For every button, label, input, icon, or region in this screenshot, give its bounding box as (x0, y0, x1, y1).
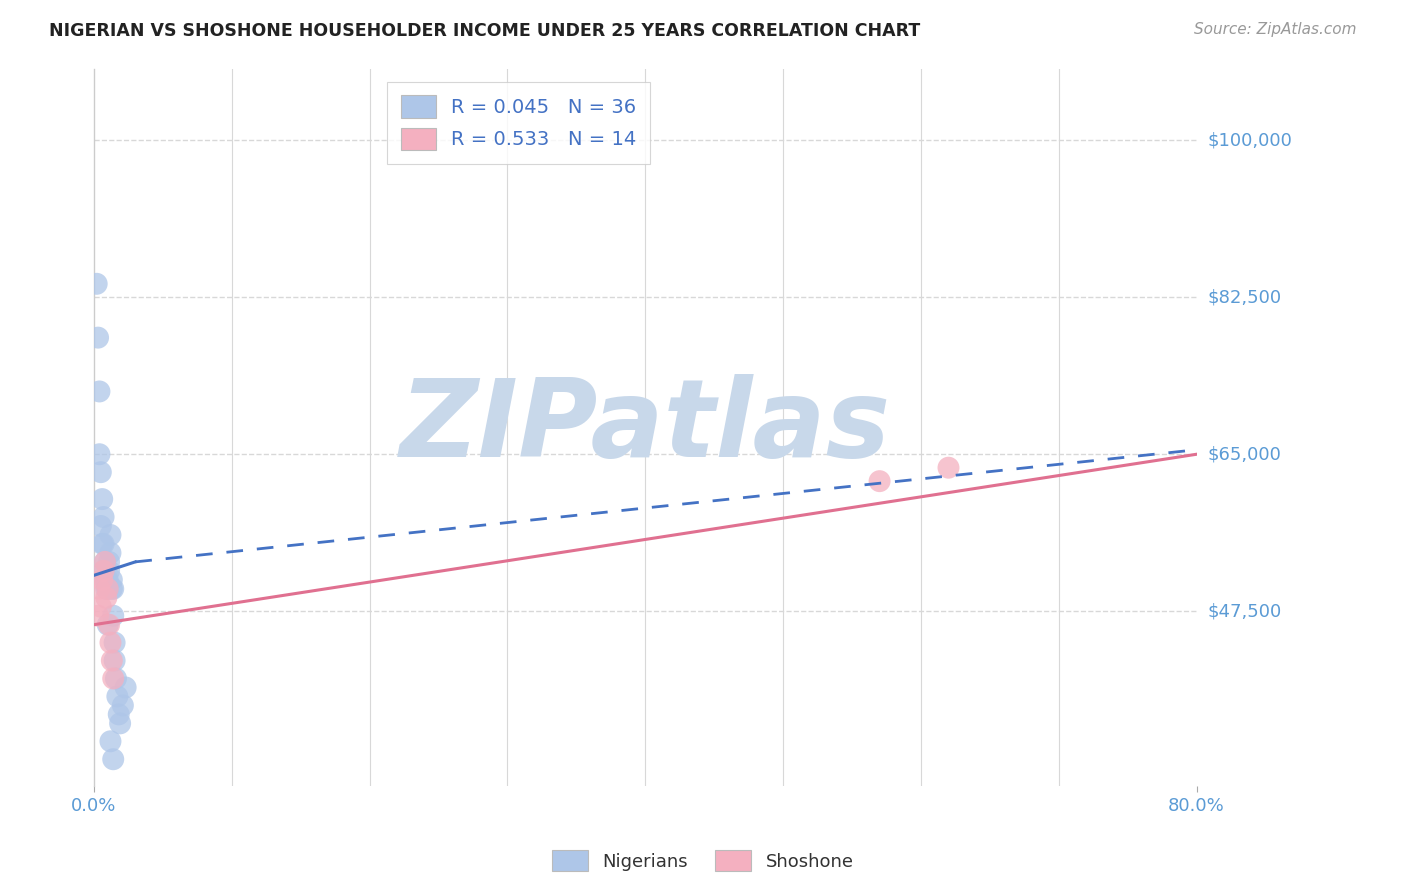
Point (94, 555, 117, 569)
Text: $82,500: $82,500 (1208, 288, 1282, 306)
Point (111, 698, 134, 713)
Point (94, 555, 117, 569)
Point (103, 672, 125, 686)
Text: $65,000: $65,000 (1208, 445, 1282, 463)
Point (869, 474, 891, 488)
Point (104, 672, 127, 686)
Point (100, 546, 122, 560)
Point (90, 465, 112, 479)
Point (100, 635, 122, 649)
Point (108, 716, 131, 731)
Point (94, 573, 117, 587)
Point (105, 690, 128, 704)
Point (114, 681, 136, 695)
Point (91, 537, 114, 551)
Point (97, 582, 120, 596)
Point (96, 591, 118, 605)
Point (97, 617, 120, 632)
Text: $47,500: $47,500 (1208, 602, 1282, 620)
Point (104, 635, 127, 649)
Text: $100,000: $100,000 (1208, 131, 1292, 149)
Point (98, 564, 121, 578)
Point (98, 617, 121, 632)
Point (93, 510, 115, 524)
Point (93, 537, 115, 551)
Point (87, 608, 110, 623)
Point (89, 384, 111, 399)
Point (96, 582, 118, 596)
Text: NIGERIAN VS SHOSHONE HOUSEHOLDER INCOME UNDER 25 YEARS CORRELATION CHART: NIGERIAN VS SHOSHONE HOUSEHOLDER INCOME … (49, 22, 921, 40)
Point (101, 582, 124, 596)
Text: ZIPatlas: ZIPatlas (399, 375, 891, 480)
Point (101, 654, 124, 668)
Point (93, 564, 115, 578)
Point (91, 492, 114, 507)
Point (98, 555, 121, 569)
Point (87, 331, 110, 345)
Point (90, 519, 112, 533)
Point (97, 573, 120, 587)
Point (89, 447, 111, 461)
Point (103, 582, 125, 596)
Point (86, 277, 108, 291)
Point (104, 654, 127, 668)
Point (100, 734, 122, 748)
Point (938, 460, 960, 475)
Point (101, 573, 124, 587)
Point (93, 564, 115, 578)
Point (103, 752, 125, 766)
Point (89, 582, 111, 596)
Point (96, 573, 118, 587)
Text: Source: ZipAtlas.com: Source: ZipAtlas.com (1194, 22, 1357, 37)
Point (100, 528, 122, 542)
Point (90, 599, 112, 614)
Legend: R = 0.045   N = 36, R = 0.533   N = 14: R = 0.045 N = 36, R = 0.533 N = 14 (387, 82, 650, 164)
Point (91, 573, 114, 587)
Legend: Nigerians, Shoshone: Nigerians, Shoshone (546, 843, 860, 879)
Point (103, 608, 125, 623)
Point (107, 707, 129, 722)
Point (97, 582, 120, 596)
